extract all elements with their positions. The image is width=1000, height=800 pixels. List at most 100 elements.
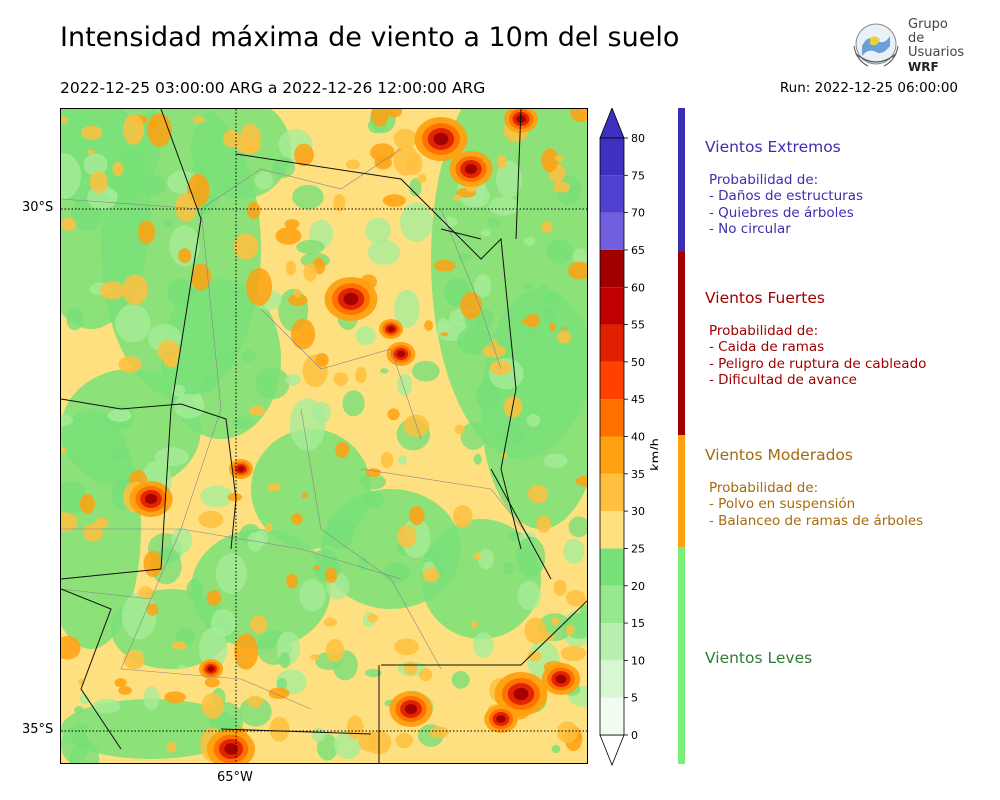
wind-speckle [488,197,520,216]
wind-speckle [87,149,95,155]
wind-speckle [524,313,541,328]
wind-speckle [202,373,217,393]
wind-speckle [403,414,430,437]
colorbar-swatch [600,399,624,437]
wind-speckle [387,408,400,421]
wind-speckle [429,726,449,739]
wind-speckle [72,456,84,463]
wind-core [207,666,215,672]
wind-speckle [460,292,482,320]
wind-speckle [473,453,482,465]
colorbar-tick-label: 75 [631,169,645,182]
colorbar-swatch [600,660,624,698]
wind-speckle [403,661,418,676]
wind-speckle [74,706,85,715]
wind-core [144,493,158,505]
category-bar-extremos [678,108,685,252]
category-line: Probabilidad de: [709,480,819,496]
wind-speckle [288,294,308,306]
wind-core [224,743,238,755]
colorbar-swatch [600,175,624,213]
colorbar-unit-label: km/h [649,438,658,471]
wind-speckle [315,353,329,367]
wind-speckle [565,624,575,636]
wind-speckle [325,567,338,584]
category-bar-fuertes [678,252,685,435]
wind-speckle [61,217,77,231]
wind-speckle [289,398,326,451]
wind-speckle [523,282,534,291]
wind-speckle [114,677,127,688]
wind-speckle [525,330,534,340]
wind-speckle [122,114,145,145]
wind-speckle [536,515,552,533]
wind-speckle [342,390,365,417]
wind-speckle [239,696,272,727]
wind-speckle [575,475,587,487]
logo-line-2: Usuarios [908,45,965,60]
wind-core [555,674,567,684]
wind-speckle [362,490,385,509]
province-border [61,398,237,550]
wind-speckle [527,651,542,662]
wind-speckle [301,492,308,499]
wind-speckle [409,178,422,197]
wind-core [387,326,395,332]
wind-speckle [284,219,300,229]
colorbar-tick-label: 20 [631,580,645,593]
wind-speckle [385,109,403,118]
wind-speckle [309,654,320,661]
wind-speckle [169,225,200,267]
wind-speckle [367,613,379,623]
wind-speckle [279,652,291,669]
colorbar-tick-label: 45 [631,393,645,406]
wind-speckle [246,267,273,307]
wind-speckle [565,589,586,607]
department-border [300,408,442,670]
wind-speckle [143,686,160,710]
wind-speckle [333,194,346,212]
wind-area-weak [421,519,541,639]
wind-speckle [543,453,568,468]
wind-speckle [382,562,411,583]
wind-speckle [451,671,470,689]
wind-speckle [233,233,259,260]
wind-speckle [477,548,494,570]
colorbar-swatch [600,548,624,586]
wind-speckle [355,367,367,384]
wind-speckle [398,455,408,465]
wind-speckle [473,552,482,560]
wind-speckle [553,579,567,597]
logo-line-1: Grupo de [908,17,948,46]
wind-speckle [175,193,198,222]
wind-speckle [177,664,187,670]
wind-speckle [371,109,389,127]
wind-speckle [553,181,571,193]
wind-speckle [560,645,587,662]
colorbar-swatch [600,585,624,624]
wind-speckle [394,289,420,329]
wind-speckle [190,263,212,291]
wind-speckle [121,592,157,640]
wind-speckle [357,556,369,572]
department-border [360,468,532,540]
colorbar-tick-label: 60 [631,281,645,294]
wind-speckle [452,504,473,528]
wind-speckle [568,261,587,280]
colorbar-swatch [600,361,624,400]
colorbar-tick-label: 35 [631,468,645,481]
wind-speckle [299,579,326,612]
run-time: Run: 2022-12-25 06:00:00 [779,80,958,96]
wind-speckle [556,331,572,344]
wind-speckle [79,694,90,705]
wind-speckle [524,617,547,644]
wind-speckle [313,565,321,570]
wind-core [433,132,449,146]
wind-speckle [123,650,145,670]
wind-speckle [163,219,173,228]
wind-speckle [417,173,427,184]
wind-speckle [100,281,126,300]
category-line: - Caida de ramas [709,339,825,356]
department-border [260,308,422,440]
wind-speckle [275,227,302,245]
